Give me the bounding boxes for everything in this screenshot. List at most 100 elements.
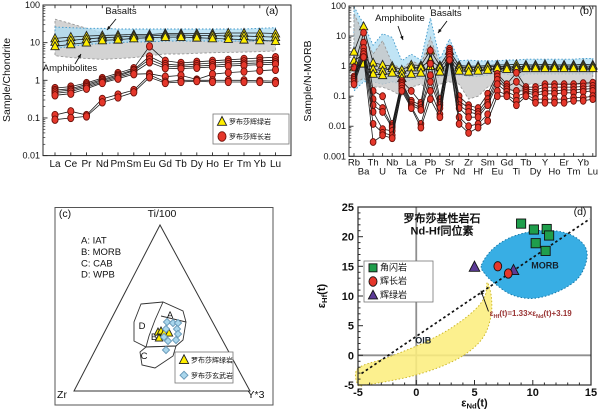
trend-line [361, 218, 591, 375]
x-category-label: Gd [159, 159, 172, 170]
x-category-label: Ta [397, 167, 408, 178]
x-category-label: Pr [435, 167, 445, 178]
annotation-basalts: Basalts [430, 8, 461, 19]
circle-marker [177, 64, 185, 73]
ternary-points-1 [159, 317, 183, 355]
x-category-label: Yb [254, 159, 267, 170]
x-category-label: Ti [513, 167, 521, 178]
circle-marker [484, 116, 492, 125]
triangle-marker [416, 67, 426, 77]
panel-d-x-axis-title: εNd(t) [461, 398, 488, 411]
arrow-head [107, 25, 111, 30]
field-key-line: D: WPB [81, 270, 115, 281]
circle-marker [240, 67, 248, 76]
diamond-marker [179, 370, 189, 380]
circle-marker [417, 123, 425, 132]
circle-marker [417, 105, 425, 114]
circle-marker [407, 86, 415, 95]
y-tick-label: 0.01 [328, 121, 346, 131]
diamond-marker [173, 329, 183, 339]
series-a-2 [50, 31, 281, 51]
circle-marker [427, 95, 434, 104]
panel-d-title-line: 罗布莎基性岩石 [404, 211, 481, 225]
x-tick-label: 0 [413, 387, 419, 399]
triangle-marker [367, 289, 379, 300]
y-tick-label: 10 [30, 38, 40, 48]
circle-marker [51, 115, 59, 124]
panel-d-label: (d) [574, 206, 587, 218]
circle-marker [532, 98, 539, 107]
x-category-label: Gd [500, 158, 513, 169]
circle-marker [455, 119, 463, 128]
circle-marker [114, 93, 122, 102]
triangle-marker [81, 37, 92, 47]
x-category-label: Ce [415, 167, 427, 178]
arrow-head [480, 290, 484, 295]
x-tick-label: 5 [471, 387, 477, 399]
x-category-label: Sm [481, 158, 495, 169]
triangle-marker [207, 32, 218, 43]
circle-marker [465, 113, 472, 122]
circle-marker [256, 66, 264, 75]
series-b-8 [350, 53, 597, 146]
panel-a-spider-chart: 100 10 1 0.1 0.01 La Ce Pr Nd Pm Sm Eu Gd Tb Dy Ho Er Tm Y… [1, 0, 292, 170]
series-a-9 [51, 73, 280, 124]
triangle-marker [435, 66, 445, 76]
x-category-label: Pr [82, 159, 93, 170]
circle-marker [427, 59, 434, 68]
circle-marker [271, 78, 280, 88]
panel-a-label: (a) [266, 5, 279, 17]
apex-label-right: Y*3 [248, 389, 265, 401]
triangle-marker [521, 62, 531, 73]
circle-marker [551, 98, 558, 107]
field-label-morb: MORB [531, 261, 559, 271]
circle-marker [579, 96, 587, 105]
square-marker [368, 263, 378, 273]
panel-a-y-axis-title: Sample/Chondrite [1, 38, 13, 122]
y-tick-label: 100 [25, 0, 40, 10]
x-category-label: Er [223, 159, 234, 170]
x-category-label: Ba [358, 167, 370, 178]
x-category-label: Hf [473, 167, 483, 178]
x-category-label: Tm [567, 167, 581, 178]
x-category-label: Eu [491, 167, 503, 178]
x-category-label: Nb [386, 158, 398, 169]
triangle-marker [387, 67, 398, 77]
triangle-marker [65, 38, 76, 49]
diamond-marker [163, 336, 173, 346]
diamond-marker [171, 335, 181, 345]
circle-marker [130, 88, 138, 97]
field-label-A: A [167, 310, 174, 321]
x-category-label: Pb [425, 158, 437, 169]
y-tick-label: 1 [35, 75, 40, 85]
boundary-d-b [145, 301, 164, 348]
field-key-line: C: CAB [81, 258, 113, 269]
circle-marker [484, 101, 492, 110]
triangle-marker [128, 32, 139, 43]
diamond-marker [161, 324, 171, 334]
circle-marker [240, 77, 248, 87]
circle-marker [224, 77, 232, 87]
field-label-B: B [151, 332, 157, 343]
x-category-label: Ce [64, 159, 77, 170]
triangle-marker [501, 63, 512, 73]
y-tick-label: 0 [348, 350, 354, 362]
field-oib [354, 281, 493, 387]
triangle-marker [349, 46, 359, 56]
x-category-label: Rb [348, 158, 360, 169]
triangle-marker [178, 353, 190, 364]
arrow-head [77, 54, 81, 59]
triangle-marker [568, 62, 579, 73]
ternary-triangle [73, 223, 251, 392]
x-category-label: Lu [588, 167, 599, 178]
circle-marker [145, 58, 154, 67]
field-label-oib: OIB [415, 335, 432, 345]
triangle-marker [473, 65, 483, 75]
x-category-label: Ho [548, 167, 560, 178]
panel-d-axes: -5 0 5 10 15 -5 0 5 10 15 20 25 [342, 202, 597, 399]
circle-marker [427, 71, 434, 80]
circle-marker [436, 113, 444, 122]
